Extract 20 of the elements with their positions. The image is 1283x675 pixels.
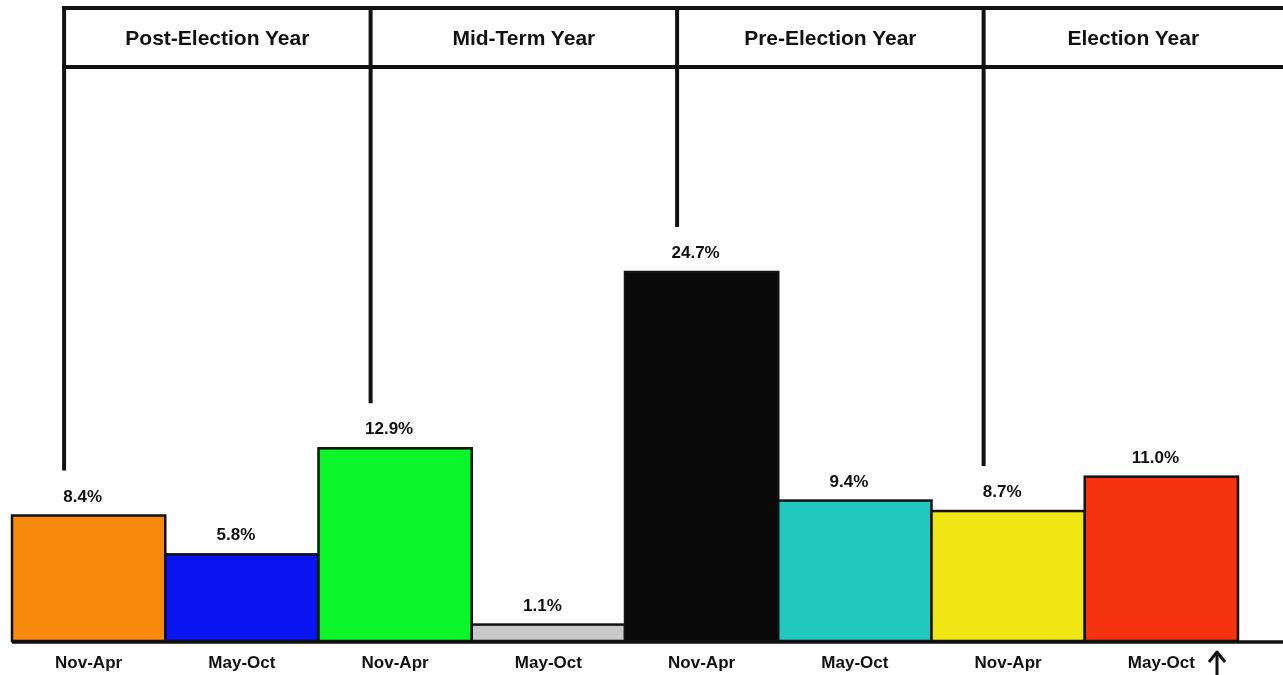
x-tick-label: May-Oct (208, 653, 276, 672)
text: Mid-Term Year (452, 25, 596, 49)
text: Pre-Election Year (744, 25, 917, 49)
x-tick-label: May-Oct (1127, 653, 1196, 672)
x-tick-label: Nov-Apr (974, 653, 1043, 672)
x-tick-label: Nov-Apr (668, 653, 736, 672)
data-label: 24.7% (671, 243, 720, 262)
data-label: 9.4% (829, 471, 869, 491)
x-tick-label: Nov-Apr (55, 653, 123, 672)
data-label: 11.0% (1131, 447, 1180, 467)
data-label: 12.9% (365, 419, 414, 439)
data-label: 1.1% (523, 595, 562, 615)
data-label: 8.7% (982, 482, 1022, 502)
data-label: 8.4% (63, 486, 102, 506)
text: Election Year (1067, 25, 1200, 49)
data-label: 5.8% (216, 525, 256, 545)
x-tick-label: May-Oct (514, 653, 583, 672)
text: Post-Election Year (125, 25, 310, 49)
x-tick-label: May-Oct (821, 653, 889, 672)
x-tick-label: Nov-Apr (361, 653, 430, 672)
